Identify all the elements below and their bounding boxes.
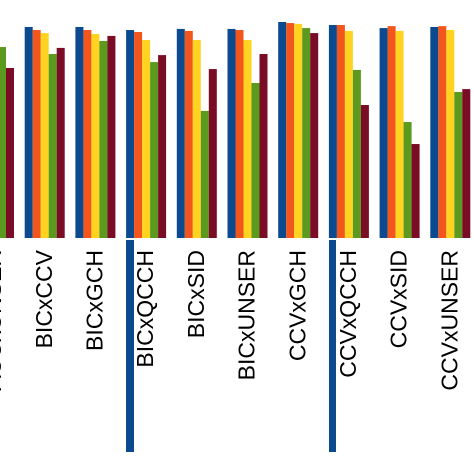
bar [259,54,268,239]
bar [32,30,41,238]
bar [243,40,252,238]
bar [286,23,295,238]
bar [126,30,135,238]
x-tick-label: ACCxUNSER [0,250,6,391]
bar [360,105,369,239]
bar [395,30,404,239]
bar [328,25,337,238]
x-tick-label: BICxSID [183,250,209,338]
bar [91,33,100,239]
bar [134,31,143,238]
bar [379,28,388,239]
separator [126,240,134,452]
bar [352,69,361,238]
bar [208,69,217,238]
bar [150,62,159,238]
x-tick-label: BICxCCV [31,249,57,348]
x-tick-label: BICxGCH [81,250,107,351]
x-tick-label: CCVxGCH [284,250,310,361]
bar [344,30,353,239]
bar [24,26,33,239]
x-tick-label: BICxUNSER [234,250,260,380]
bar [454,91,463,238]
bar [0,47,6,239]
bar [387,26,396,238]
x-tick-label: CCVxQCCH [335,250,361,378]
bar [446,30,455,238]
x-tick-label: CCVxSID [386,250,412,348]
bar [75,26,84,239]
bar [176,28,185,238]
bar [158,55,167,239]
bar [235,30,244,238]
bar [142,40,151,238]
x-tick-label: CCVxUNSER [436,250,462,391]
separator [329,240,336,452]
bar [40,33,49,238]
bar [99,40,108,238]
bar [438,26,447,238]
bar [227,28,236,238]
bar [251,83,260,238]
bar [403,122,412,238]
bar [200,110,209,238]
bar [48,54,57,239]
bar [83,30,92,238]
bar [184,30,193,239]
bar [107,35,116,238]
bar [56,47,65,239]
bar [294,23,303,239]
bar [430,26,439,239]
bar [192,40,201,238]
bar [278,21,287,238]
x-tick-label: BICxQCCH [132,250,158,368]
bar [310,33,319,238]
bar [336,25,345,238]
bar [6,67,14,239]
bar [302,28,311,239]
bar [411,144,420,238]
bar [462,89,471,238]
